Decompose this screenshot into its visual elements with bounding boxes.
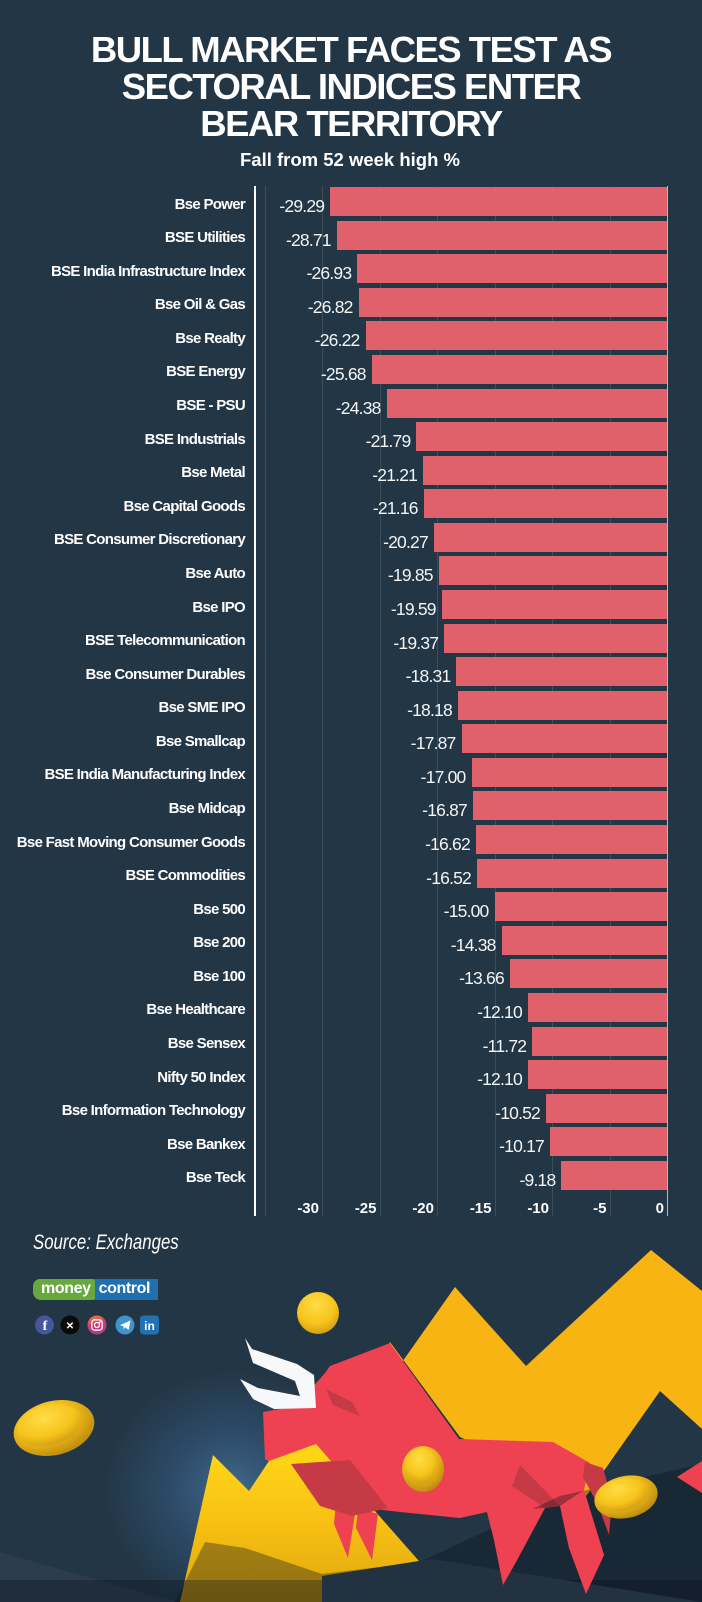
svg-text:✕: ✕	[66, 1321, 74, 1332]
svg-text:f: f	[43, 1319, 48, 1334]
svg-text:in: in	[144, 1319, 155, 1333]
